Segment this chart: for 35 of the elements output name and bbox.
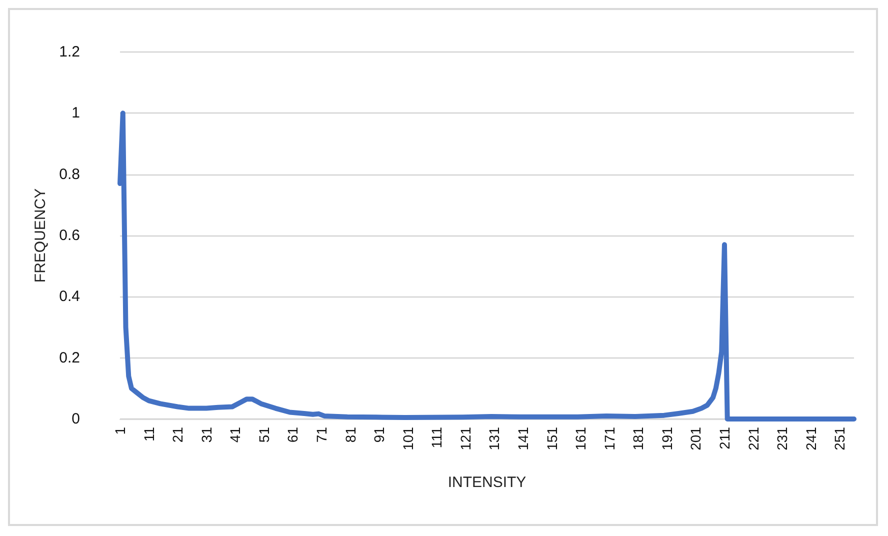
x-tick-label: 131 (486, 426, 502, 450)
x-tick-label: 61 (284, 426, 301, 443)
x-tick-label: 221 (745, 426, 762, 450)
y-tick-label: 0.4 (59, 288, 80, 306)
y-tick-label: 0 (72, 410, 80, 428)
x-tick-label: 81 (342, 426, 358, 443)
x-tick-label: 191 (658, 426, 675, 450)
x-tick-label: 1 (112, 426, 128, 435)
x-tick-label: 241 (802, 426, 819, 450)
x-tick-label: 201 (688, 426, 704, 450)
y-tick-label: 0.2 (59, 349, 80, 366)
x-tick-label: 41 (227, 426, 244, 443)
x-tick-label: 211 (716, 426, 732, 450)
x-tick-label: 11 (140, 426, 157, 442)
x-tick-label: 21 (170, 426, 186, 443)
x-tick-label: 251 (832, 426, 848, 450)
y-tick-label: 0.8 (59, 166, 80, 183)
x-tick-label: 171 (601, 426, 618, 450)
x-tick-label: 161 (572, 426, 589, 450)
x-tick-label: 101 (400, 426, 416, 450)
x-tick-label: 181 (630, 426, 646, 450)
x-tick-label: 31 (198, 426, 214, 443)
x-tick-label: 91 (371, 426, 388, 443)
x-tick-label: 111 (428, 426, 445, 448)
x-tick-label: 71 (313, 426, 330, 443)
x-tick-label: 151 (544, 426, 560, 450)
x-tick-label: 231 (774, 426, 790, 450)
y-tick-label: 1.2 (59, 44, 80, 60)
x-tick-label: 121 (457, 426, 474, 450)
y-axis-title: FREQUENCY (32, 188, 50, 283)
x-tick-label: 51 (256, 426, 272, 443)
x-axis-title: INTENSITY (448, 474, 526, 491)
y-tick-label: 0.6 (59, 227, 80, 244)
y-tick-label: 1 (72, 104, 80, 122)
x-tick-label: 141 (514, 426, 531, 450)
